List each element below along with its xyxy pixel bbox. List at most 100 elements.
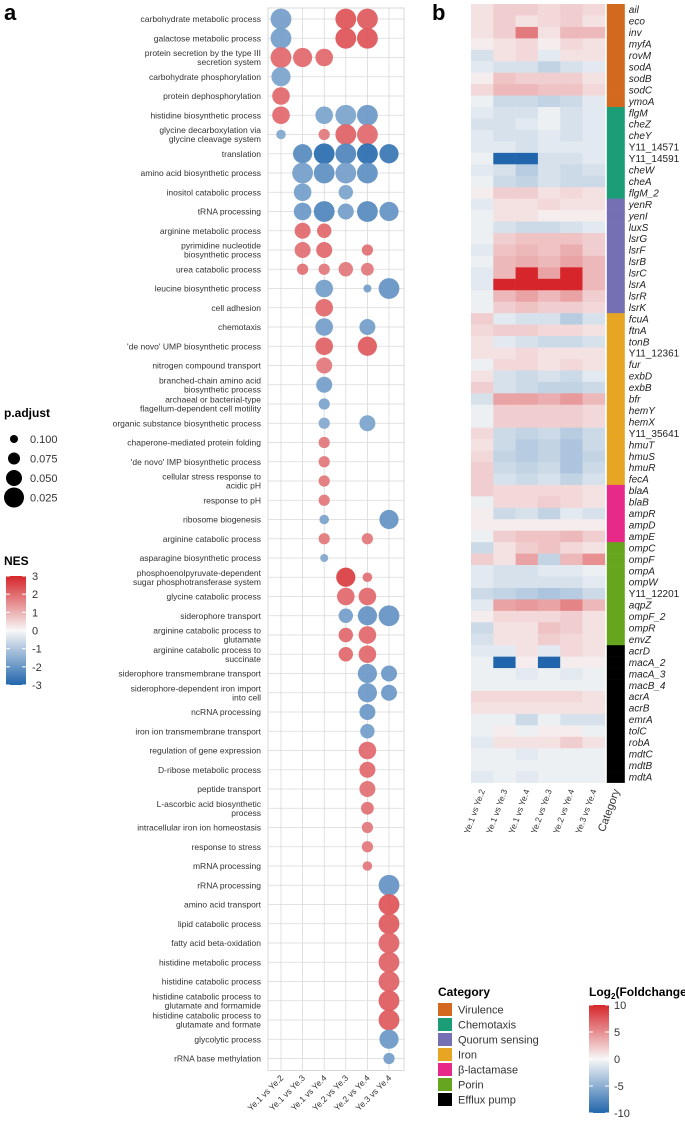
heatmap-cell (560, 129, 583, 142)
heatmap-cell (560, 38, 583, 51)
heatmap-cell (515, 393, 539, 406)
dot (335, 124, 357, 145)
heatmap-cell (471, 26, 494, 39)
gene-label: Y11_14591 (629, 154, 680, 165)
heatmap-cell (582, 656, 606, 669)
column-label: Ye.1 vs Ye.3 (484, 788, 509, 835)
dot (378, 913, 400, 935)
heatmap-cell (515, 198, 539, 211)
heatmap-cell (560, 84, 583, 96)
heatmap-cell (493, 15, 516, 28)
dot (359, 415, 376, 432)
category-cell (606, 221, 625, 234)
dot (276, 129, 286, 140)
pathway-label: translation (222, 149, 261, 159)
heatmap-cell (493, 450, 516, 463)
heatmap-cell (471, 313, 494, 325)
heatmap-cell (515, 107, 539, 119)
heatmap-cell (537, 691, 561, 703)
size-legend-label: 0.100 (30, 434, 58, 446)
gene-label: macA_2 (629, 658, 666, 669)
heatmap-cell (560, 210, 583, 222)
gene-label: lsrC (629, 269, 648, 280)
heatmap-cell (515, 576, 539, 589)
heatmap-cell (537, 164, 561, 177)
heatmap-cell (515, 301, 539, 314)
category-cell (606, 668, 625, 680)
heatmap-cell (560, 313, 583, 325)
fc-colorbar (589, 1005, 609, 1113)
category-cell (606, 496, 625, 509)
heatmap-cell (515, 221, 539, 234)
heatmap-cell (560, 244, 583, 257)
column-label: Ye.3 vs Ye.4 (573, 788, 598, 835)
heatmap-cell (560, 668, 583, 680)
heatmap-cell (537, 324, 561, 337)
heatmap-cell (582, 439, 606, 451)
heatmap-cell (471, 542, 494, 554)
dot (378, 278, 400, 299)
heatmap-cell (493, 496, 516, 509)
heatmap-cell (582, 187, 606, 199)
dot (335, 27, 357, 49)
category-cell (606, 530, 625, 543)
heatmap-cell (582, 118, 606, 131)
dot (357, 663, 377, 684)
heatmap-cell (471, 771, 494, 783)
heatmap-cell (537, 450, 561, 463)
heatmap-cell (493, 668, 516, 680)
heatmap-cell (560, 553, 583, 566)
gene-label: fur (629, 360, 641, 371)
heatmap-cell (493, 233, 516, 245)
size-legend-label: 0.050 (30, 473, 58, 485)
gene-label: rovM (629, 51, 652, 62)
heatmap-cell (515, 4, 539, 16)
category-legend-label: Porin (458, 1080, 484, 1092)
heatmap-cell (471, 416, 494, 428)
heatmap-cell (582, 427, 606, 440)
heatmap-cell (537, 565, 561, 577)
heatmap-cell (471, 370, 494, 383)
heatmap-cell (537, 484, 561, 497)
heatmap-cell (515, 233, 539, 245)
heatmap-cell (582, 84, 606, 96)
heatmap-cell (537, 610, 561, 623)
category-cell (606, 278, 625, 291)
heatmap-cell (582, 370, 606, 383)
heatmap-cell (493, 152, 516, 165)
heatmap-cell (515, 519, 539, 531)
dot (335, 162, 357, 184)
nes-tick-label: 3 (32, 571, 38, 583)
heatmap-cell (493, 370, 516, 383)
gene-label: lsrR (629, 291, 647, 302)
heatmap-cell (471, 38, 494, 51)
heatmap-cell (560, 587, 583, 600)
heatmap-cell (560, 141, 583, 154)
dot (315, 318, 334, 336)
dot (320, 554, 329, 562)
heatmap-cell (493, 748, 516, 760)
heatmap-cell (493, 347, 516, 360)
pathway-label: ncRNA processing (191, 707, 261, 717)
heatmap-cell (582, 324, 606, 337)
heatmap-cell (560, 72, 583, 85)
category-cell (606, 118, 625, 131)
heatmap-cell (493, 622, 516, 635)
heatmap-cell (537, 95, 561, 108)
heatmap-cell (582, 129, 606, 142)
category-cell (606, 347, 625, 360)
heatmap-cell (493, 164, 516, 177)
heatmap-cell (537, 599, 561, 612)
heatmap-cell (560, 290, 583, 302)
nes-tick-label: -2 (32, 662, 42, 674)
heatmap-cell (471, 519, 494, 531)
size-legend-dot (8, 452, 20, 465)
category-cell (606, 175, 625, 188)
heatmap-cell (493, 393, 516, 406)
heatmap-cell (582, 565, 606, 577)
heatmap-cell (582, 4, 606, 16)
category-cell (606, 599, 625, 612)
pathway-label: nitrogen compound transport (152, 361, 261, 371)
category-swatch (438, 1093, 452, 1106)
heatmap-cell (493, 691, 516, 703)
